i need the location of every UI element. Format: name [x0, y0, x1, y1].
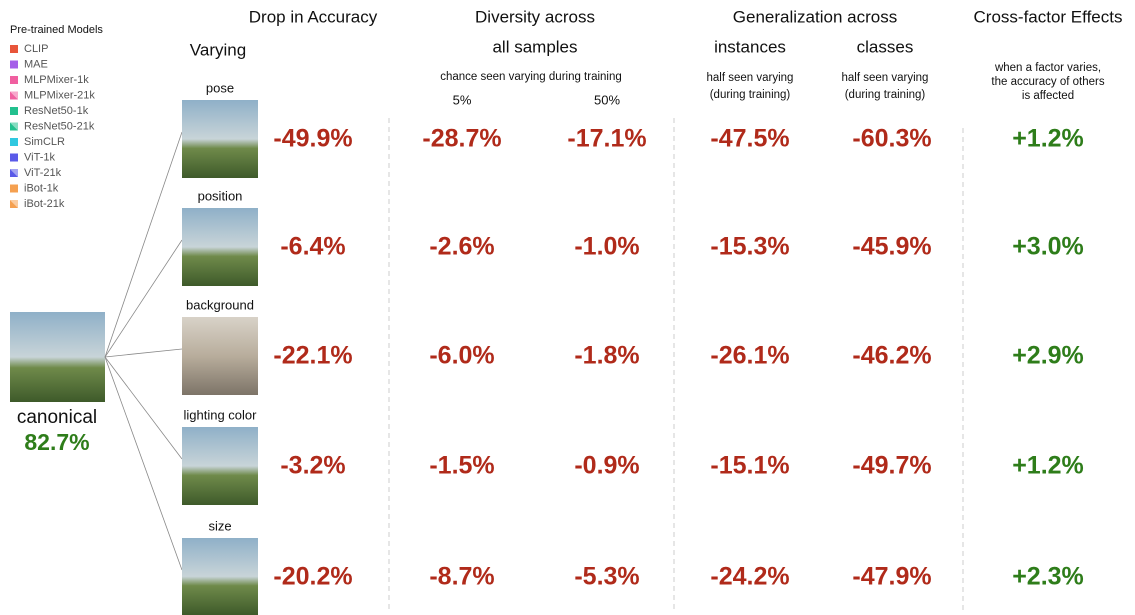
value: -26.1%: [710, 342, 789, 370]
legend-swatch: [10, 169, 18, 177]
legend-label: ResNet50-1k: [24, 105, 89, 117]
header: Diversity across: [475, 7, 595, 26]
factor-label: lighting color: [184, 407, 258, 422]
value: -6.0%: [429, 342, 494, 370]
factor-image: [182, 427, 258, 505]
connector: [104, 356, 183, 571]
factor-label: pose: [206, 80, 234, 95]
value: +3.0%: [1012, 233, 1084, 261]
canonical-label: canonical: [17, 407, 97, 428]
connector: [104, 239, 183, 358]
value: -28.7%: [422, 125, 501, 153]
note: the accuracy of others: [991, 76, 1104, 88]
legend-swatch: [10, 45, 18, 53]
value: -8.7%: [429, 563, 494, 591]
connector: [104, 131, 183, 358]
value: -20.2%: [273, 563, 352, 591]
factor-image: [182, 208, 258, 286]
header: Varying: [190, 40, 246, 59]
value: +2.9%: [1012, 342, 1084, 370]
legend-label: CLIP: [24, 43, 48, 55]
note: (during training): [710, 89, 791, 101]
note: half seen varying: [842, 72, 929, 84]
legend-swatch: [10, 60, 18, 69]
value: +1.2%: [1012, 452, 1084, 480]
legend-swatch: [10, 200, 18, 208]
legend-swatch: [10, 153, 18, 162]
header: Drop in Accuracy: [249, 7, 378, 26]
value: -6.4%: [280, 233, 345, 261]
value: -24.2%: [710, 563, 789, 591]
value: -22.1%: [273, 342, 352, 370]
note: when a factor varies,: [994, 62, 1101, 74]
header: all samples: [492, 37, 577, 56]
legend-swatch: [10, 122, 18, 131]
value: -47.9%: [852, 563, 931, 591]
value: -15.1%: [710, 452, 789, 480]
legend-label: MAE: [24, 58, 48, 70]
value: -17.1%: [567, 125, 646, 153]
note: half seen varying: [707, 72, 794, 84]
canonical-image: [10, 312, 105, 402]
factor-label: position: [198, 188, 243, 203]
value: -1.8%: [574, 342, 639, 370]
value: -15.3%: [710, 233, 789, 261]
column-header: 5%: [453, 92, 472, 107]
value: -5.3%: [574, 563, 639, 591]
value: +2.3%: [1012, 563, 1084, 591]
value: +1.2%: [1012, 125, 1084, 153]
header: Cross-factor Effects: [974, 7, 1123, 26]
value: -46.2%: [852, 342, 931, 370]
column-header: classes: [857, 37, 914, 56]
factor-image: [182, 100, 258, 178]
legend-swatch: [10, 107, 18, 115]
value: -1.0%: [574, 233, 639, 261]
factor-image: [182, 538, 258, 615]
legend-swatch: [10, 138, 18, 146]
value: -47.5%: [710, 125, 789, 153]
value: -2.6%: [429, 233, 494, 261]
value: -49.9%: [273, 125, 352, 153]
legend-swatch: [10, 76, 18, 84]
legend-label: ViT-21k: [24, 167, 62, 179]
connector: [104, 356, 183, 460]
factor-image: [182, 317, 258, 395]
value: -60.3%: [852, 125, 931, 153]
value: -1.5%: [429, 452, 494, 480]
legend-label: ResNet50-21k: [24, 120, 95, 132]
note: (during training): [845, 89, 926, 101]
legend-label: ViT-1k: [24, 151, 55, 163]
canonical-accuracy: 82.7%: [24, 429, 89, 455]
note: is affected: [1022, 90, 1074, 102]
legend-swatch: [10, 91, 18, 100]
legend-label: SimCLR: [24, 136, 65, 148]
value: -45.9%: [852, 233, 931, 261]
legend-label: iBot-1k: [24, 182, 59, 194]
legend-label: MLPMixer-21k: [24, 89, 95, 101]
legend-swatch: [10, 184, 18, 193]
value: -49.7%: [852, 452, 931, 480]
header: Generalization across: [733, 7, 897, 26]
connector: [104, 348, 183, 358]
column-header: instances: [714, 37, 786, 56]
legend-label: iBot-21k: [24, 198, 65, 210]
separators: [388, 118, 964, 610]
factor-label: size: [208, 518, 231, 533]
legend-label: MLPMixer-1k: [24, 74, 89, 86]
value: -0.9%: [574, 452, 639, 480]
legend-title: Pre-trained Models: [10, 24, 103, 36]
value: -3.2%: [280, 452, 345, 480]
factor-label: background: [186, 297, 254, 312]
note: chance seen varying during training: [440, 71, 622, 83]
column-header: 50%: [594, 92, 620, 107]
